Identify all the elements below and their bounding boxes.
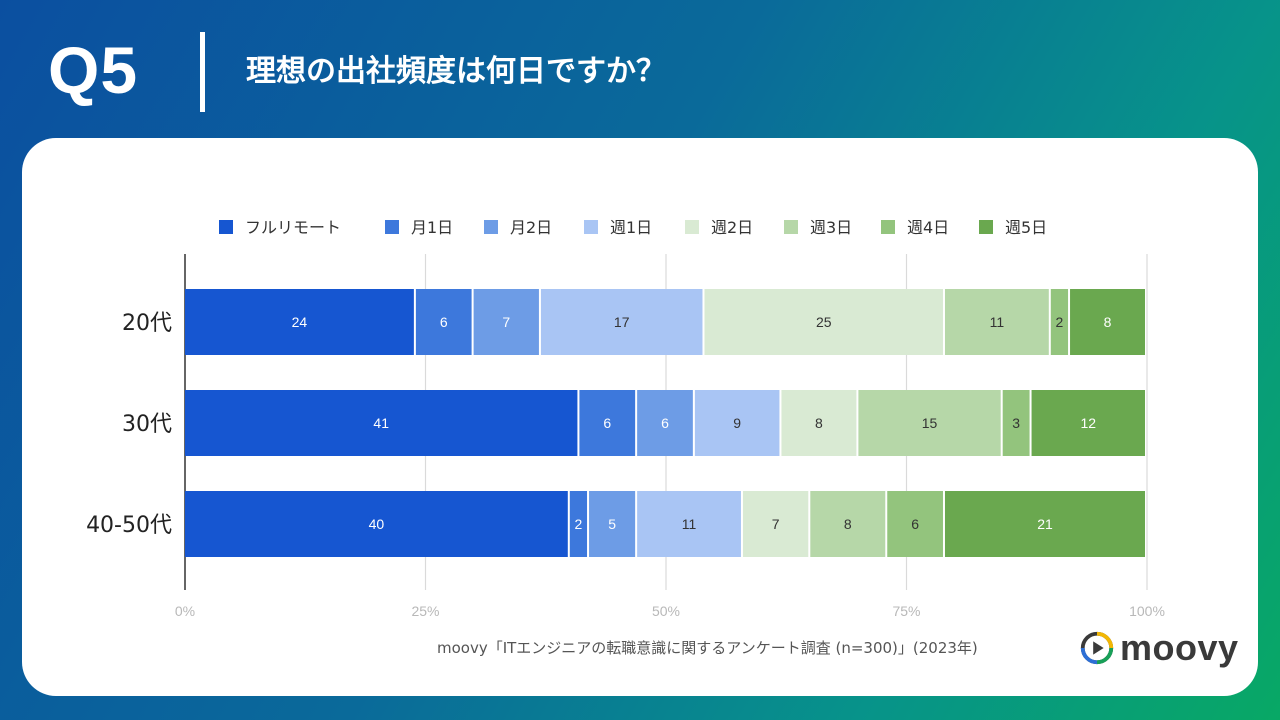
- legend-swatch: [784, 220, 798, 234]
- bar-segment: [1031, 390, 1145, 456]
- data-label: 2: [1056, 314, 1064, 330]
- legend-label: 週4日: [907, 218, 949, 237]
- bar-segment: [637, 390, 693, 456]
- bar-segment: [540, 289, 703, 355]
- data-label: 6: [911, 516, 919, 532]
- x-tick-label: 0%: [175, 603, 195, 619]
- data-label: 5: [608, 516, 616, 532]
- legend-swatch: [219, 220, 233, 234]
- legend-swatch: [584, 220, 598, 234]
- data-label: 2: [575, 516, 583, 532]
- play-logo-icon: [1080, 631, 1114, 665]
- data-label: 8: [1104, 314, 1112, 330]
- data-label: 41: [373, 415, 389, 431]
- header-divider: [200, 32, 205, 112]
- legend-label: 週1日: [610, 218, 652, 237]
- bar-segment: [579, 390, 636, 456]
- bar-segment: [1050, 289, 1069, 355]
- bar-segment: [742, 491, 809, 557]
- bar-segment: [944, 289, 1049, 355]
- data-label: 17: [614, 314, 630, 330]
- legend-swatch: [484, 220, 498, 234]
- bar-segment: [694, 390, 780, 456]
- legend-label: 週3日: [810, 218, 852, 237]
- legend-label: 月2日: [510, 218, 552, 237]
- data-label: 40: [369, 516, 385, 532]
- bar-segment: [589, 491, 636, 557]
- data-label: 24: [292, 314, 308, 330]
- data-label: 11: [682, 516, 697, 532]
- legend-label: フルリモート: [245, 218, 341, 237]
- legend-label: 週2日: [711, 218, 753, 237]
- data-label: 3: [1012, 415, 1020, 431]
- legend-swatch: [979, 220, 993, 234]
- source-note: moovy「ITエンジニアの転職意識に関するアンケート調査 (n=300)」(2…: [437, 639, 978, 657]
- bar-segment: [185, 390, 578, 456]
- bar-segment: [704, 289, 943, 355]
- data-label: 8: [815, 415, 823, 431]
- data-label: 15: [922, 415, 938, 431]
- data-label: 8: [844, 516, 852, 532]
- question-title: 理想の出社頻度は何日ですか？: [246, 54, 666, 89]
- bar-segment: [1002, 390, 1030, 456]
- bar-segment: [569, 491, 588, 557]
- legend-label: 週5日: [1005, 218, 1047, 237]
- bar-segment: [944, 491, 1145, 557]
- question-number: Q5: [48, 33, 139, 107]
- data-label: 9: [733, 415, 741, 431]
- x-tick-label: 25%: [411, 603, 439, 619]
- data-label: 21: [1037, 516, 1053, 532]
- data-label: 7: [772, 516, 780, 532]
- bar-segment: [415, 289, 472, 355]
- logo-text: moovy: [1120, 627, 1239, 668]
- bar-segment: [887, 491, 943, 557]
- x-tick-label: 100%: [1129, 603, 1165, 619]
- bar-segment: [810, 491, 886, 557]
- bar-segment: [781, 390, 857, 456]
- x-tick-label: 75%: [892, 603, 920, 619]
- bar-segment: [637, 491, 741, 557]
- category-label: 20代: [122, 311, 172, 336]
- bar-segment: [1070, 289, 1145, 355]
- data-label: 12: [1080, 415, 1096, 431]
- legend-label: 月1日: [411, 218, 453, 237]
- data-label: 6: [603, 415, 611, 431]
- legend-swatch: [685, 220, 699, 234]
- legend-swatch: [881, 220, 895, 234]
- data-label: 7: [502, 314, 510, 330]
- category-label: 30代: [122, 412, 172, 437]
- data-label: 11: [990, 314, 1005, 330]
- x-tick-label: 50%: [652, 603, 680, 619]
- bar-segment: [185, 491, 568, 557]
- bar-segment: [473, 289, 539, 355]
- bar-segment: [185, 289, 414, 355]
- moovy-logo: moovy: [1078, 627, 1239, 668]
- data-label: 6: [661, 415, 669, 431]
- data-label: 25: [816, 314, 832, 330]
- legend-swatch: [385, 220, 399, 234]
- data-label: 6: [440, 314, 448, 330]
- category-label: 40-50代: [86, 513, 172, 538]
- bar-segment: [858, 390, 1001, 456]
